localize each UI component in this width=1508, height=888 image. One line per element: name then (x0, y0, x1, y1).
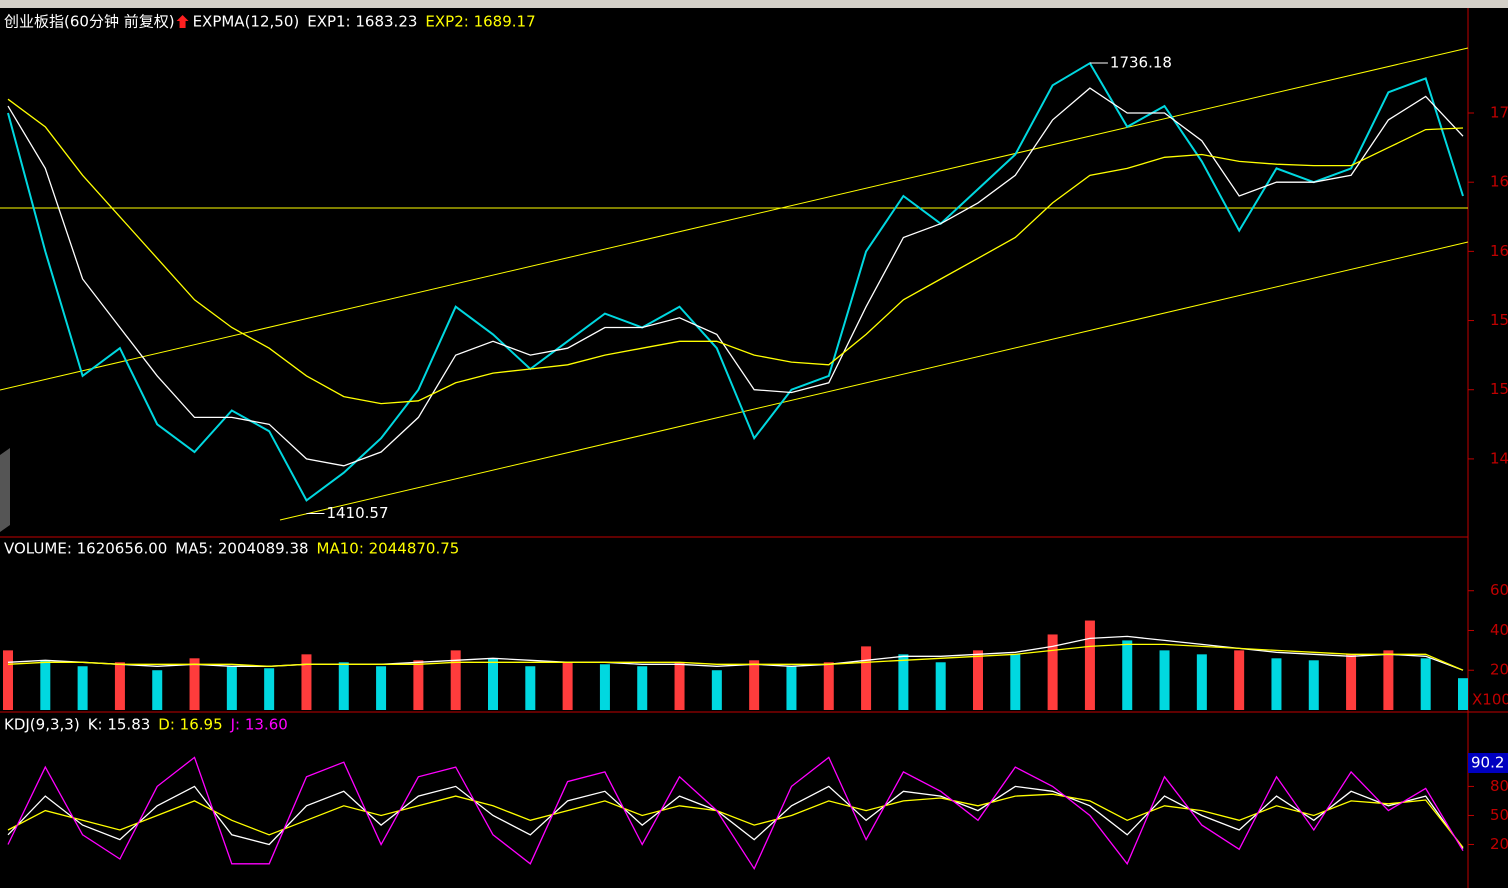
volume-bar (301, 654, 312, 710)
volume-bar (898, 654, 909, 710)
header-item: MA5: 2004089.38 (175, 540, 308, 558)
volume-bar (711, 670, 722, 710)
volume-bar (1308, 660, 1319, 710)
y-tick-label: 20 (1490, 661, 1508, 679)
readout-box (1468, 753, 1508, 773)
y-tick-label: 1550 (1490, 311, 1508, 329)
header-item: MA10: 2044870.75 (317, 540, 460, 558)
header-item: EXP1: 1683.23 (307, 13, 417, 31)
volume-bar (525, 666, 536, 710)
volume-bar (637, 666, 648, 710)
y-tick-label: 50 (1490, 806, 1508, 824)
volume-bar (1122, 640, 1133, 710)
toolbar-strip (0, 0, 1508, 8)
volume-bar (152, 670, 163, 710)
volume-bar (861, 646, 872, 710)
volume-bar (40, 660, 51, 710)
annotation: 1410.57 (326, 504, 388, 522)
y-tick-label: 20 (1490, 835, 1508, 853)
series-line (7, 643, 1464, 671)
header-item: EXP2: 1689.17 (425, 13, 535, 31)
trend-line (279, 241, 1469, 521)
y-tick-label: 1450 (1490, 449, 1508, 467)
readout: 90.2 (1471, 754, 1504, 772)
series-line (7, 98, 1464, 405)
volume-bar (1383, 650, 1394, 710)
volume-bar (413, 660, 424, 710)
y-tick-label: 1600 (1490, 242, 1508, 260)
volume-bar (823, 662, 834, 710)
y-tick-label: 80 (1490, 777, 1508, 795)
volume-bar (973, 650, 983, 710)
volume-bar (562, 662, 573, 710)
volume-bar (1346, 654, 1357, 710)
chart-title: 创业板指(60分钟 前复权) (4, 13, 175, 31)
volume-bar (599, 664, 610, 710)
axis-unit: X100 (1472, 691, 1508, 709)
header-item: EXPMA(12,50) (193, 13, 300, 31)
volume-bar (77, 666, 88, 710)
y-tick-label: 1650 (1490, 173, 1508, 191)
volume-bar (450, 650, 461, 710)
volume-bar (264, 668, 275, 710)
series-line (7, 785, 1464, 849)
volume-bar (749, 660, 760, 710)
side-tab[interactable] (0, 448, 10, 532)
volume-bar (189, 658, 200, 710)
volume-bar (226, 666, 237, 710)
volume-bar (786, 666, 797, 710)
signal-icon (176, 15, 189, 28)
series-line (7, 635, 1464, 671)
volume-bar (1420, 658, 1431, 710)
volume-bar (935, 662, 946, 710)
header-item: D: 16.95 (158, 716, 222, 734)
volume-bar (1271, 658, 1282, 710)
volume-bar (1084, 620, 1095, 710)
series-line (7, 87, 1464, 467)
annotation: 1736.18 (1110, 53, 1172, 71)
volume-bar (1234, 650, 1245, 710)
volume-bar (376, 666, 387, 710)
volume-bar (1458, 678, 1468, 710)
series-line (7, 793, 1464, 848)
header-item: K: 15.83 (88, 716, 151, 734)
header-item: J: 13.60 (230, 716, 288, 734)
volume-bar (1196, 654, 1207, 710)
trend-line (0, 47, 1469, 391)
header-item: KDJ(9,3,3) (4, 716, 80, 734)
volume-bar (338, 662, 349, 710)
y-tick-label: 1700 (1490, 104, 1508, 122)
y-tick-label: 40 (1490, 621, 1508, 639)
header-item: VOLUME: 1620656.00 (4, 540, 167, 558)
series-line (7, 756, 1464, 871)
volume-bar (674, 662, 685, 710)
volume-bar (1010, 654, 1021, 710)
volume-bar (114, 662, 125, 710)
y-tick-label: 1500 (1490, 380, 1508, 398)
volume-bar (1159, 650, 1170, 710)
volume-bar (3, 650, 13, 710)
y-tick-label: 60 (1490, 581, 1508, 599)
volume-bar (488, 658, 498, 710)
volume-bar (1047, 634, 1058, 710)
